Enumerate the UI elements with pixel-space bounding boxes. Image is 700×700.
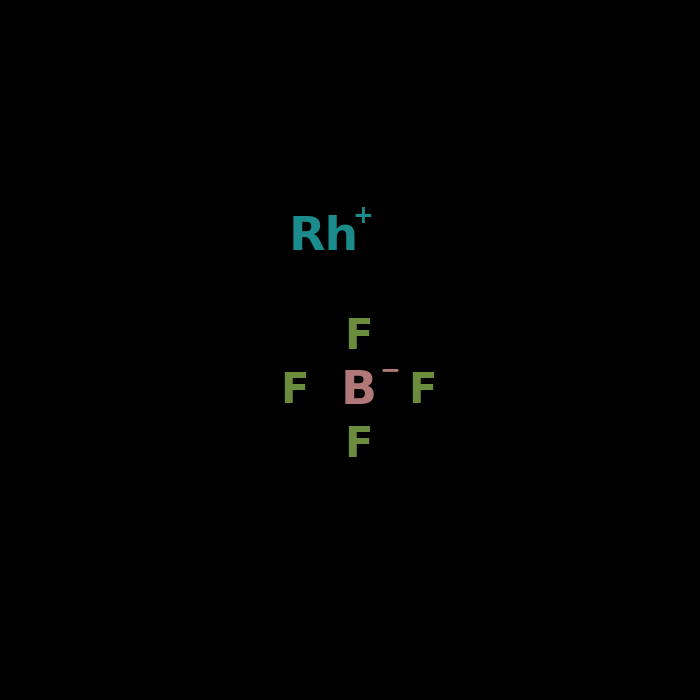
Text: B: B xyxy=(341,369,377,414)
Text: F: F xyxy=(281,370,309,412)
Text: F: F xyxy=(344,424,373,466)
Text: F: F xyxy=(409,370,437,412)
Text: −: − xyxy=(379,358,400,382)
Text: F: F xyxy=(344,316,373,358)
Text: Rh: Rh xyxy=(288,215,358,260)
Text: +: + xyxy=(352,204,373,228)
